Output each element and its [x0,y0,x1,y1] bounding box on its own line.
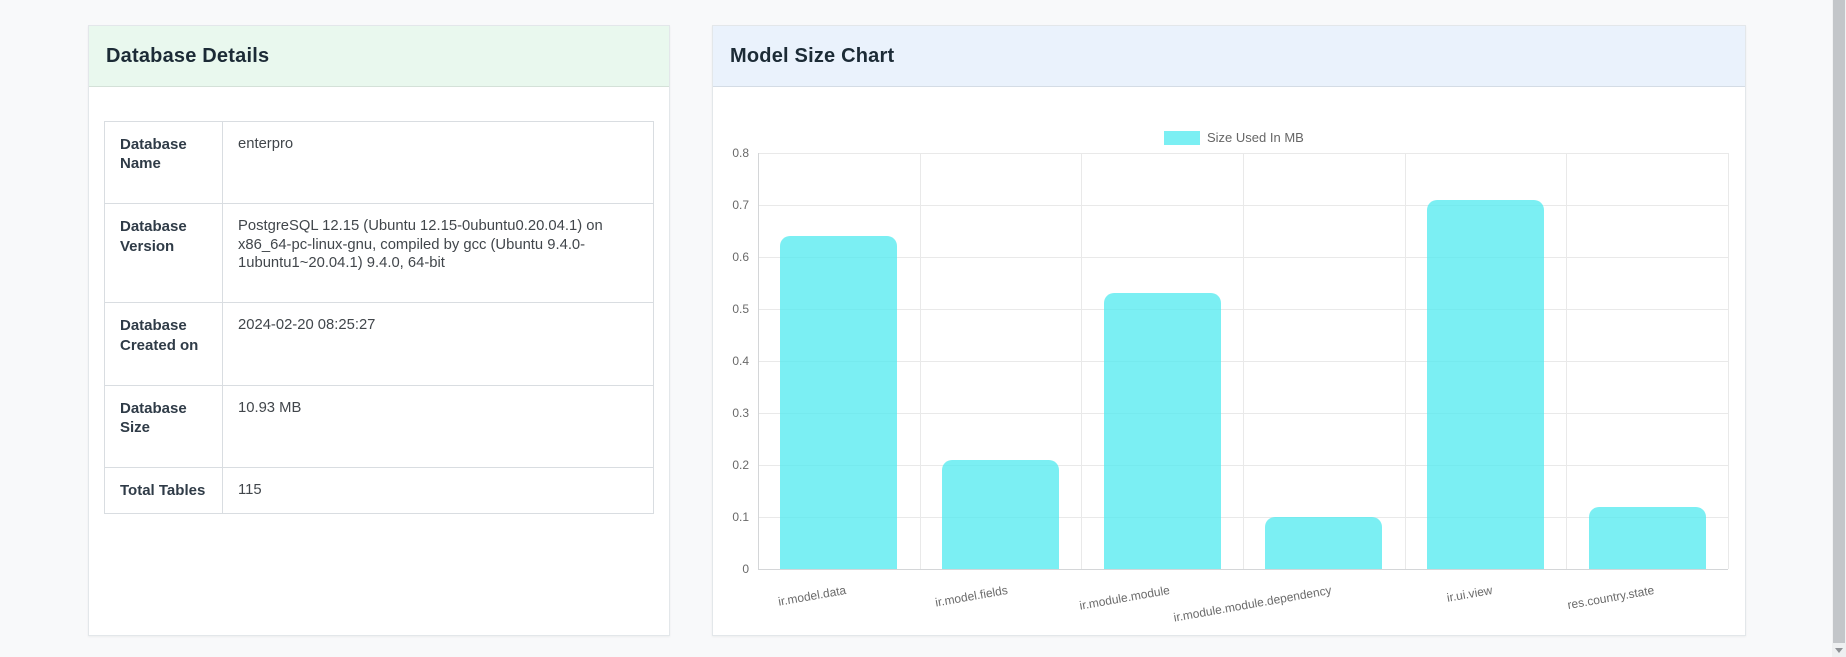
row-label: Database Created on [104,302,223,386]
legend-swatch[interactable] [1164,131,1200,145]
row-label: Total Tables [104,467,223,515]
gridline-horizontal [758,569,1728,570]
table-row: Total Tables 115 [104,467,654,515]
bar[interactable] [780,236,898,569]
database-details-table: Database Name enterpro Database Version Pos… [104,120,654,515]
gridline-vertical [1728,153,1729,569]
y-tick-label: 0.1 [732,510,749,524]
scrollbar-down-button[interactable] [1832,643,1846,657]
row-label: Database Name [104,120,223,205]
gridline-vertical [1566,153,1568,569]
chart-canvas: Size Used In MB 0 0.1 0.2 0.3 0.4 0.5 0.6 0.7 0.… [713,87,1745,635]
row-value: 2024-02-20 08:25:27 [222,302,654,386]
gridline-vertical [758,153,759,569]
bar[interactable] [1588,506,1706,569]
y-tick-label: 0.3 [732,406,749,420]
bar[interactable] [1427,199,1544,569]
gridline-vertical [919,153,921,569]
table-row: Database Created on 2024-02-20 08:25:27 [104,302,654,386]
gridline-vertical [1404,153,1406,569]
y-tick-label: 0.5 [732,302,749,316]
gridline-vertical [1243,153,1244,569]
x-tick-label: res.country.state [1566,583,1656,613]
bar[interactable] [1103,293,1221,569]
db-details-table-body: Database Name enterpro Database Version Pos… [104,120,654,515]
legend-label[interactable]: Size Used In MB [1207,130,1304,145]
y-tick-label: 0.4 [732,354,749,368]
row-value: PostgreSQL 12.15 (Ubuntu 12.15-0ubuntu0.… [222,203,654,304]
database-details-title: Database Details [106,44,270,67]
y-tick-label: 0.6 [732,250,749,264]
row-value: enterpro [222,120,654,205]
bar[interactable] [942,459,1059,569]
database-details-card: Database Details Database Name enterpro Da… [88,25,670,636]
row-value: 115 [222,467,654,515]
model-size-chart-header: Model Size Chart [713,26,1745,87]
model-size-chart-title: Model Size Chart [730,44,895,67]
table-row: Database Name enterpro [104,120,654,205]
row-value: 10.93 MB [222,384,654,469]
y-tick-label: 0.7 [732,198,749,212]
database-details-header: Database Details [89,26,669,87]
chevron-down-icon [1835,647,1843,653]
x-tick-label: ir.model.data [777,583,848,609]
row-label: Database Size [104,384,223,469]
table-row: Database Version PostgreSQL 12.15 (Ubuntu… [104,203,654,304]
table-row: Database Size 10.93 MB [104,384,654,469]
bar[interactable] [1265,517,1383,569]
row-label: Database Version [104,203,223,304]
x-tick-label: ir.module.module.dependency [1172,583,1333,625]
scrollbar-thumb[interactable] [1833,0,1845,643]
x-tick-label: ir.ui.view [1446,583,1494,605]
model-size-chart-card: Model Size Chart Size Used In MB 0 0.1 0.2… [712,25,1746,636]
x-tick-label: ir.module.module [1078,583,1171,613]
x-tick-label: ir.model.fields [934,583,1009,610]
vertical-scrollbar[interactable] [1832,0,1846,657]
y-tick-label: 0 [742,562,749,576]
gridline-vertical [1081,153,1083,569]
y-tick-label: 0.2 [732,458,749,472]
y-tick-label: 0.8 [732,146,749,160]
